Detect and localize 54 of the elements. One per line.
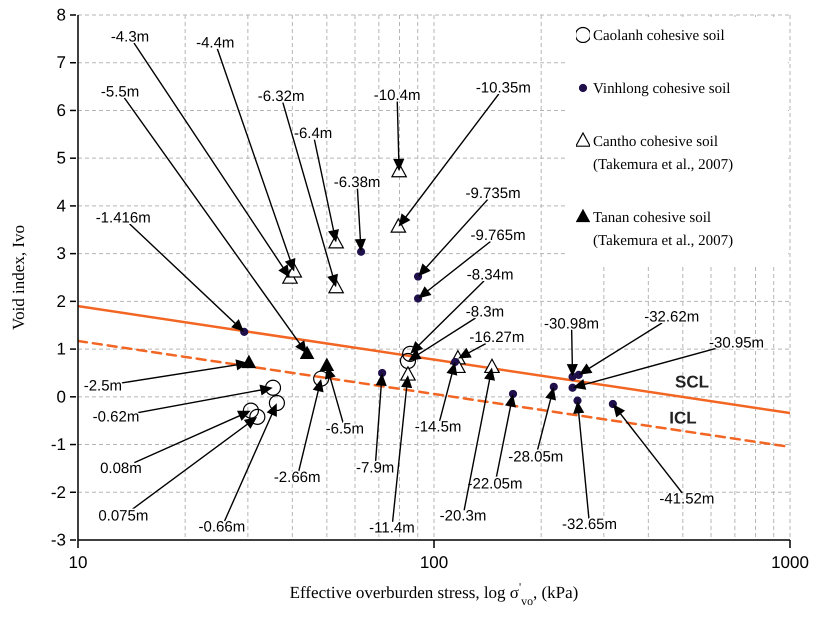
annotation: -6.38m [334,174,380,192]
y-tick-label: 8 [56,6,66,24]
y-tick-label: 5 [56,148,66,168]
annotation: -41.52m [659,490,714,508]
annotation: -2.66m [274,469,321,486]
annotation: -20.3m [440,508,486,525]
annotation: -10.4m [374,87,420,104]
y-tick-label: 6 [56,100,66,120]
annotation: -4.3m [110,28,150,46]
y-tick-label: 2 [56,292,66,311]
annotation: -30.95m [709,334,764,352]
annotation: 0.08m [100,460,142,478]
y-tick-label: -2 [50,482,66,502]
y-tick-label: 3 [56,244,66,264]
annotation: -30.98m [544,315,600,332]
y-tick-label: 0 [56,387,66,406]
annotation: -28.05m [508,448,564,466]
y-tick-label: -3 [50,530,66,550]
annotation: -6.4m [294,125,332,142]
y-tick-label: -1 [50,435,66,454]
annotation: -32.65m [562,516,618,534]
annotation: -8.34m [466,266,514,284]
annotation: -16.27m [469,329,524,346]
annotation: -10.35m [476,79,531,96]
annotation: -1.416m [96,209,151,226]
legend-label: Cantho cohesive soil (Takemura et al., 2007) [593,133,734,175]
x-tick-label: 10 [68,553,88,572]
annotation: -9.765m [470,227,526,244]
y-tick-label: 7 [56,53,66,72]
annotation: SCL [675,372,709,392]
legend-label: Caolanh cohesive soil [593,27,725,46]
annotation: -6.32m [258,88,304,106]
annotation: -5.5m [100,83,140,100]
annotation: ICL [669,408,697,428]
x-tick-label: 1000 [771,553,809,572]
annotation: -14.5m [414,418,462,436]
annotation: -7.9m [356,459,394,476]
x-tick-label: 100 [420,553,448,572]
y-tick-label: 1 [56,340,66,359]
annotation: -2.5m [84,377,122,394]
annotation: -11.4m [369,519,415,536]
y-tick-label: 4 [56,196,66,216]
annotation: -6.5m [326,420,364,438]
annotation: -8.3m [466,304,504,321]
annotation: -0.66m [198,518,246,536]
legend-label: Tanan cohesive soil (Takemura et al., 2007) [593,209,734,251]
annotation: -32.62m [644,308,700,326]
annotation: 0.075m [98,507,148,524]
annotation: -9.735m [466,185,521,202]
y-axis-title: Void index, Ivo [9,225,28,330]
annotation: -4.4m [196,34,234,52]
x-axis-title: Effective overburden stress, log σ$^{'}$$_{vo}$, (kPa) [290,580,578,608]
annotation: -0.62m [92,408,140,426]
legend-label: Vinhlong cohesive soil [593,80,730,99]
